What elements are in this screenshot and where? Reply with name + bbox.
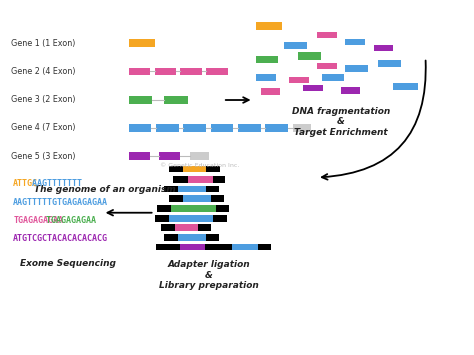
Bar [256, 74, 276, 81]
Bar [211, 196, 224, 202]
Bar [317, 32, 337, 38]
Bar [213, 176, 225, 183]
Bar [188, 176, 213, 183]
Bar [206, 67, 228, 75]
Text: AAGTTTTTGTGAGAGAGAA: AAGTTTTTGTGAGAGAGAA [13, 198, 108, 207]
Text: Exome Sequencing: Exome Sequencing [20, 259, 116, 268]
Text: Gene 3 (2 Exon): Gene 3 (2 Exon) [11, 95, 75, 104]
Bar [317, 63, 337, 69]
Bar [170, 244, 188, 250]
Text: Gene 1 (1 Exon): Gene 1 (1 Exon) [11, 39, 75, 48]
Bar [157, 205, 171, 212]
Bar [128, 152, 150, 160]
Bar [128, 96, 152, 104]
Bar [183, 124, 206, 132]
Text: ATGTCGCTACACACACACG: ATGTCGCTACACACACACG [13, 234, 108, 243]
Text: DNA fragmentation
&
Target Enrichment: DNA fragmentation & Target Enrichment [292, 107, 390, 137]
Bar [181, 244, 205, 250]
Bar [183, 165, 206, 172]
Bar [173, 176, 188, 183]
Bar [169, 165, 183, 172]
Bar [256, 22, 282, 29]
Bar [205, 244, 218, 250]
Text: TGAGAGAGAA: TGAGAGAGAA [40, 216, 95, 225]
Bar [213, 215, 227, 222]
Bar [218, 244, 232, 250]
Bar [164, 186, 178, 192]
Bar [183, 196, 211, 202]
Bar [392, 83, 419, 90]
Text: Adapter ligation
&
Library preparation: Adapter ligation & Library preparation [159, 260, 259, 290]
Bar [292, 124, 311, 132]
Bar [155, 67, 176, 75]
Bar [374, 45, 393, 51]
Bar [289, 77, 309, 83]
Bar [378, 60, 401, 66]
Bar [128, 124, 151, 132]
Bar [178, 234, 206, 241]
Bar [238, 124, 261, 132]
Bar [265, 124, 288, 132]
Bar [178, 186, 206, 192]
Bar [206, 165, 219, 172]
Text: Gene 2 (4 Exon): Gene 2 (4 Exon) [11, 67, 75, 76]
Text: AAGTTTTTTT: AAGTTTTTTT [27, 179, 82, 188]
Bar [232, 244, 258, 250]
Bar [128, 39, 155, 47]
Bar [298, 53, 321, 60]
Bar [188, 244, 201, 250]
Bar [169, 196, 183, 202]
Bar [164, 234, 178, 241]
Bar [284, 42, 307, 49]
Bar [256, 56, 278, 63]
Bar [175, 224, 198, 231]
Bar [322, 73, 345, 81]
Text: © Genetic Education Inc.: © Genetic Education Inc. [160, 163, 239, 168]
Bar [341, 87, 360, 94]
Bar [258, 244, 271, 250]
Text: ATTGC: ATTGC [13, 179, 38, 188]
Bar [206, 186, 219, 192]
Bar [206, 234, 219, 241]
Bar [190, 152, 209, 160]
Bar [198, 224, 211, 231]
Text: Gene 5 (3 Exon): Gene 5 (3 Exon) [11, 152, 75, 160]
Bar [155, 215, 169, 222]
Bar [156, 244, 170, 250]
Bar [156, 124, 179, 132]
Bar [210, 124, 233, 132]
Bar [171, 205, 216, 212]
Bar [303, 85, 323, 91]
Bar [216, 205, 228, 212]
Bar [346, 39, 365, 45]
Text: The genome of an organism: The genome of an organism [34, 185, 176, 193]
Bar [164, 96, 188, 104]
Bar [128, 67, 150, 75]
Text: TGAGAGAGAA: TGAGAGAGAA [13, 216, 63, 225]
Bar [346, 65, 368, 72]
Bar [166, 244, 181, 250]
Bar [169, 215, 213, 222]
Bar [261, 88, 280, 95]
Bar [159, 152, 181, 160]
Text: Gene 4 (7 Exon): Gene 4 (7 Exon) [11, 123, 75, 132]
Bar [161, 224, 175, 231]
Bar [181, 67, 201, 75]
